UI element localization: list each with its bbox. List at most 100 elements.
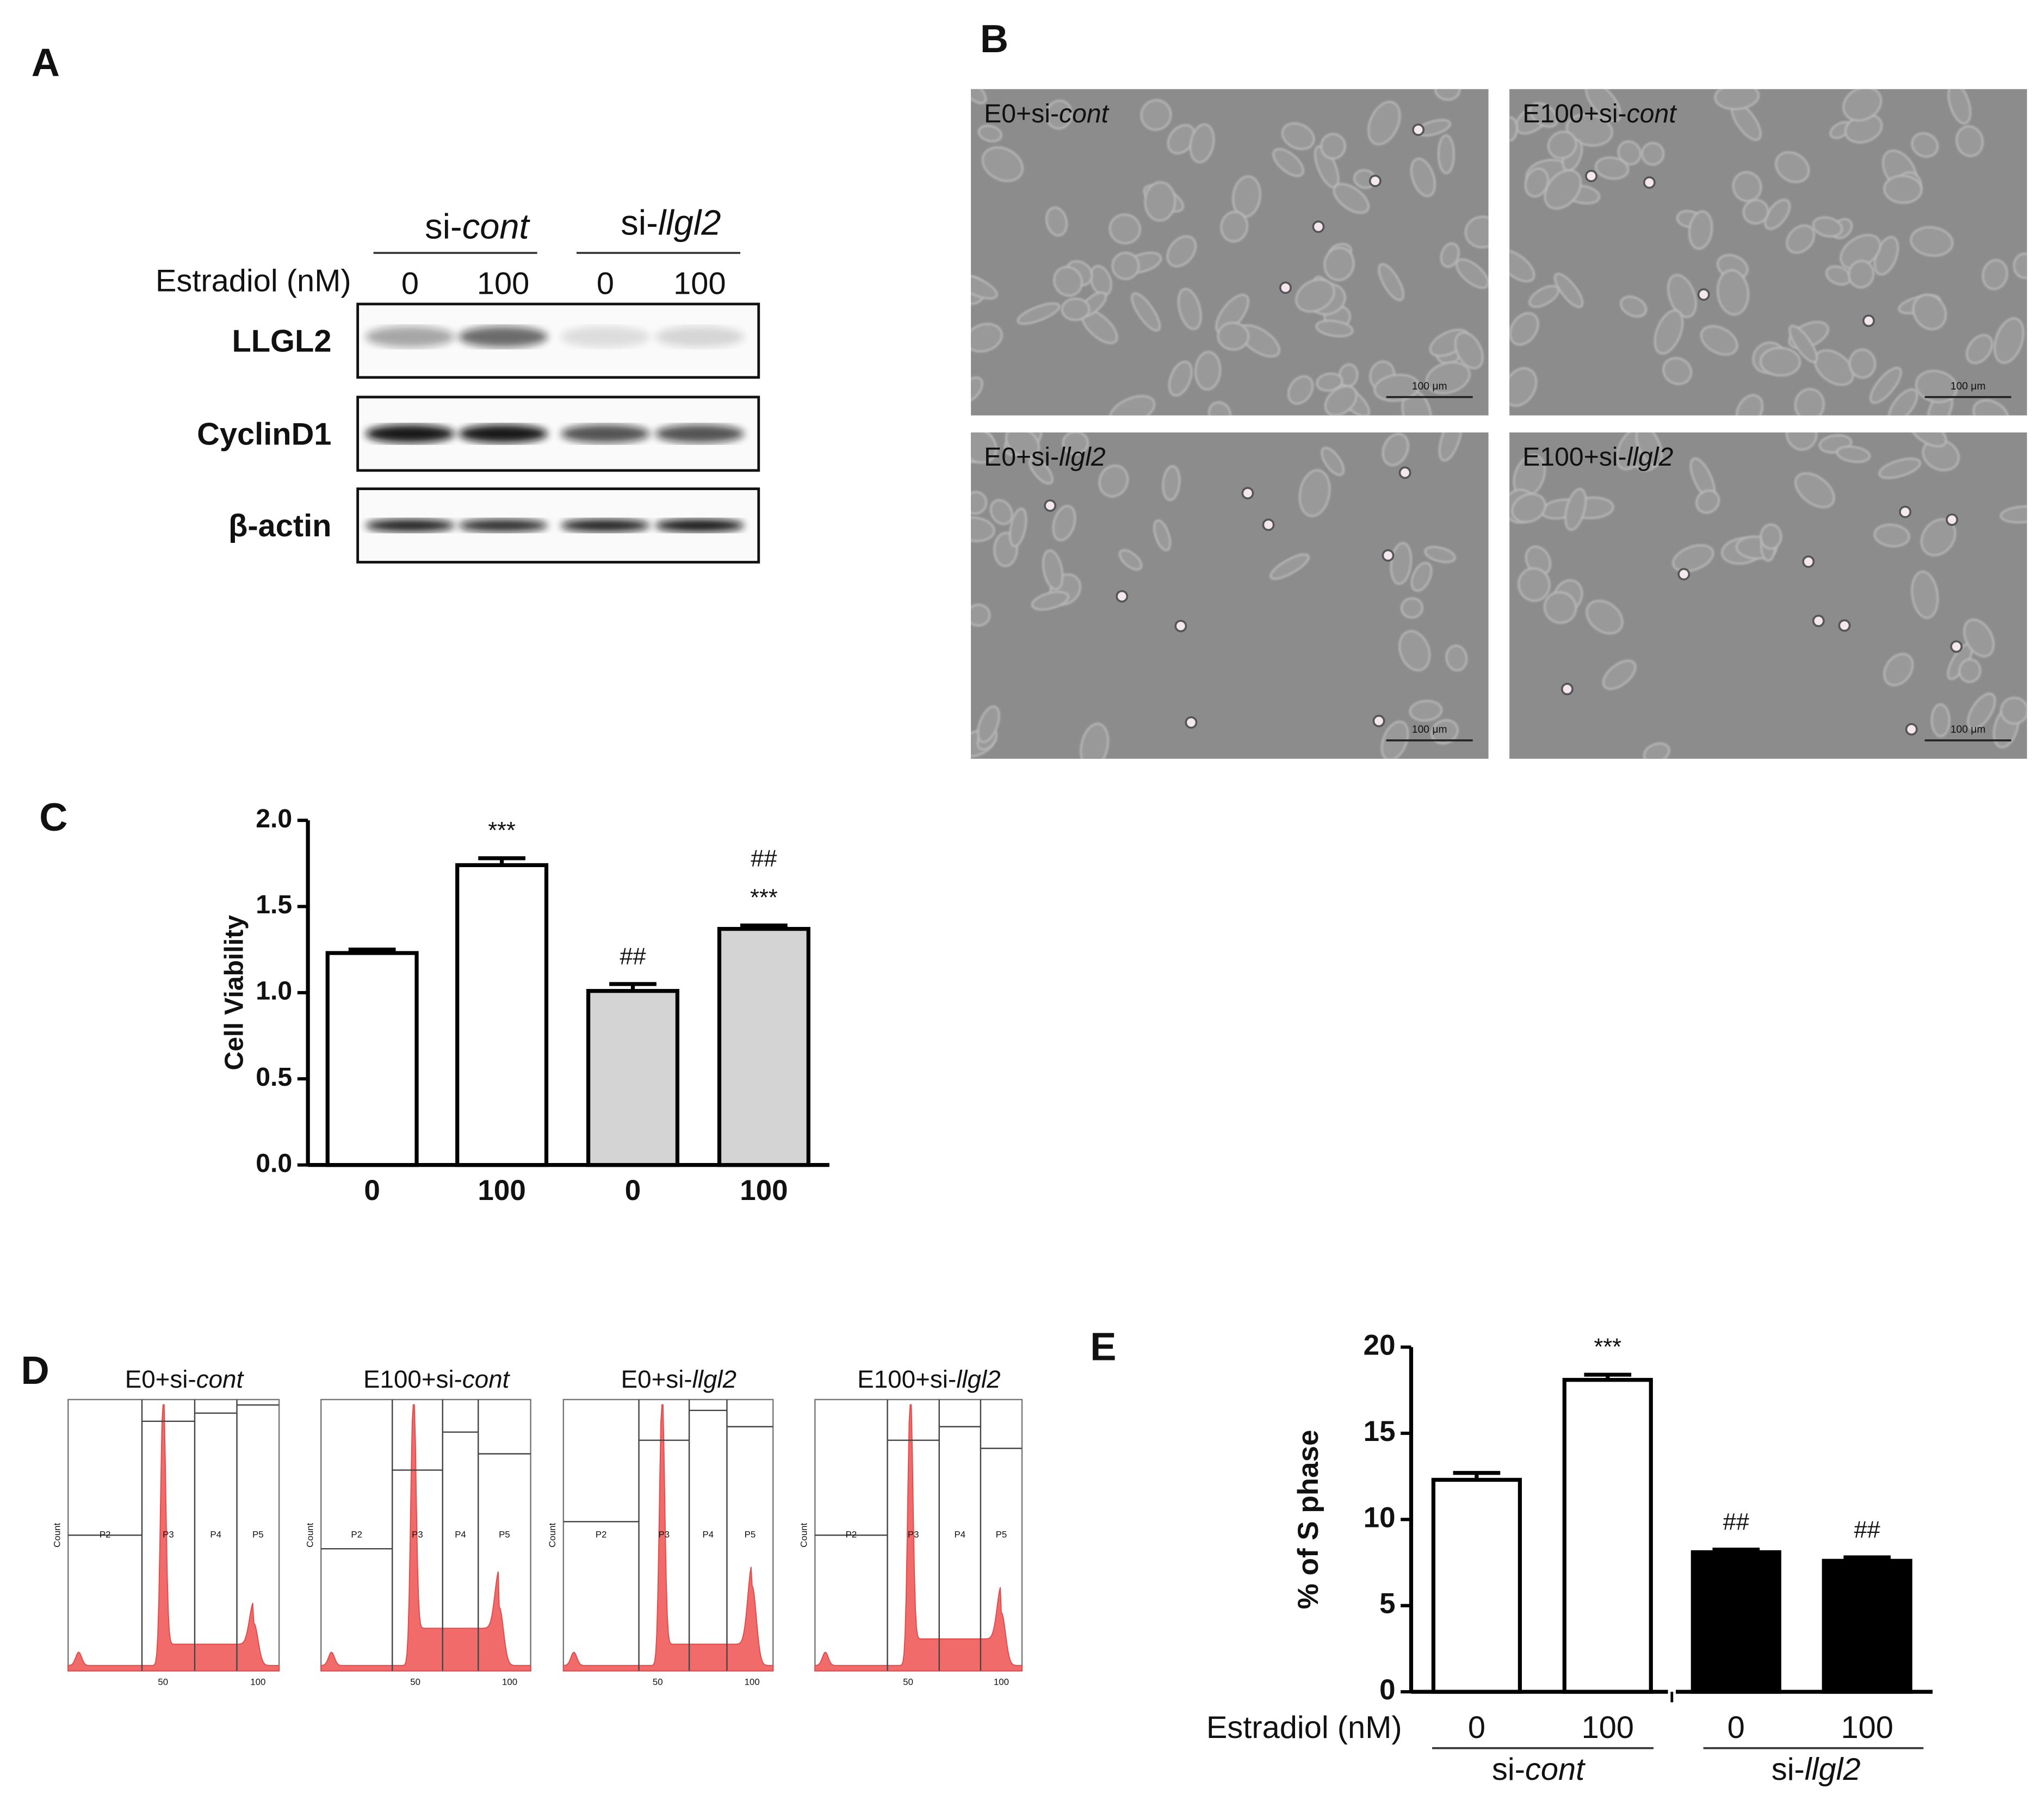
cell [1299, 469, 1331, 517]
scale-bar-label: 100 μm [1412, 724, 1447, 735]
histogram-title-plain: E100+si- [857, 1365, 956, 1393]
gate-label: P3 [908, 1530, 919, 1540]
group-label-italic: cont [1525, 1752, 1586, 1787]
histogram-y-label: Count [52, 1523, 62, 1547]
cell [1424, 546, 1456, 563]
cell [1438, 134, 1455, 174]
histogram-x-tick: 50 [410, 1677, 420, 1687]
cell [1111, 252, 1140, 280]
cell [1760, 523, 1782, 550]
cell [1320, 133, 1346, 159]
cell [2000, 505, 2027, 523]
cell [1966, 334, 1993, 364]
dose-label: 0 [401, 266, 419, 301]
cell [1764, 199, 1791, 230]
image-label-italic: llgl2 [1059, 442, 1106, 472]
cell [1993, 317, 2024, 364]
y-tick-label: 1.0 [256, 976, 292, 1006]
cell [1009, 508, 1027, 547]
cell [1269, 553, 1310, 580]
round-cell [1585, 170, 1597, 183]
cell [1031, 591, 1069, 611]
histogram-title: E0+si-llgl2 [621, 1365, 736, 1393]
cell [1109, 395, 1155, 416]
cell [1062, 432, 1089, 455]
blot-band [561, 326, 650, 348]
cell [1434, 89, 1461, 101]
cell [1620, 295, 1647, 318]
round-cell [1116, 590, 1129, 603]
cell [1153, 519, 1171, 552]
cell [1217, 321, 1249, 351]
gate-label: P2 [846, 1530, 857, 1540]
cell [1714, 89, 1760, 110]
histogram-title-plain: E0+si- [621, 1365, 692, 1393]
x-tick-label: 100 [478, 1174, 525, 1207]
round-cell [1262, 518, 1275, 531]
error-bar [1453, 1471, 1501, 1480]
cell [1672, 544, 1714, 572]
cell [971, 274, 998, 300]
error-bar [1584, 1372, 1632, 1380]
cells [1509, 432, 2027, 759]
group-label-plain: si- [621, 203, 658, 243]
gate-label: P5 [745, 1530, 756, 1540]
blot-band [655, 424, 745, 443]
x-axis-label: Estradiol (nM) [1206, 1710, 1402, 1745]
round-cell [1812, 615, 1825, 627]
image-label: E100+si-cont [1522, 99, 1677, 128]
cell [1869, 367, 1902, 404]
cell [1281, 122, 1315, 150]
x-tick-label: 0 [364, 1174, 380, 1207]
cell [1910, 432, 1947, 448]
group-label: si-llgl2 [621, 203, 721, 243]
dose-label: 100 [673, 266, 726, 301]
cell [1052, 505, 1076, 541]
x-tick-label: 100 [1841, 1710, 1893, 1745]
scale-bar-label: 100 μm [1412, 381, 1447, 392]
cell [1554, 273, 1583, 308]
blot-band [459, 518, 548, 533]
gate-label: P4 [955, 1530, 966, 1540]
blot-band [561, 424, 650, 443]
round-cell [1950, 640, 1963, 653]
bar [1562, 1378, 1653, 1694]
blot-band [655, 326, 745, 348]
group-label: si-llgl2 [1772, 1752, 1861, 1787]
histogram-title-italic: llgl2 [692, 1365, 736, 1393]
histogram-title-plain: E0+si- [125, 1365, 196, 1393]
cell [1029, 457, 1054, 485]
cell [1287, 375, 1314, 405]
gate-label: P4 [455, 1530, 466, 1540]
cell [971, 604, 991, 627]
image-label-plain: E0+si- [984, 99, 1059, 128]
round-cell [1643, 176, 1656, 189]
round-cell [1382, 549, 1395, 562]
cell [1401, 597, 1423, 618]
group-label-italic: cont [462, 207, 531, 246]
cell [1883, 175, 1923, 204]
cell [971, 376, 983, 403]
cell [1564, 488, 1587, 531]
histogram-x-tick: 100 [994, 1677, 1009, 1687]
x-tick-label: 0 [625, 1174, 641, 1207]
cell [1982, 259, 2008, 290]
cell [982, 146, 1024, 182]
cell [1162, 465, 1181, 501]
cell [1736, 394, 1763, 416]
blot-band [459, 424, 548, 443]
cell [1544, 169, 1582, 210]
cell [1509, 312, 1539, 346]
round-cell [1560, 683, 1574, 696]
error-bar [609, 982, 656, 991]
cell [1947, 89, 1972, 125]
cell [971, 89, 987, 104]
bar [717, 927, 810, 1167]
cell [1688, 211, 1713, 250]
gate-label: P3 [163, 1530, 174, 1540]
cell [1194, 351, 1221, 391]
histogram-y-label: Count [799, 1523, 809, 1547]
cell [1140, 99, 1172, 131]
cell [1788, 325, 1818, 363]
cell [2000, 697, 2027, 725]
